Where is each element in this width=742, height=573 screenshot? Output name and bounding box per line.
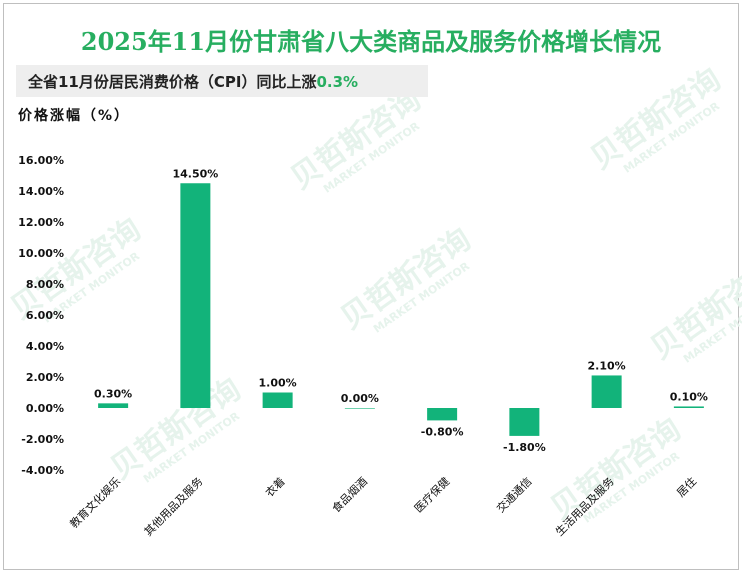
y-tick-label: -4.00%: [21, 464, 64, 477]
y-tick-label: 8.00%: [26, 278, 64, 291]
y-axis-label: 价格涨幅（%）: [18, 108, 131, 124]
subtitle-prefix: 全省11月份居民消费价格（CPI）同比上涨: [28, 73, 317, 91]
data-label: 0.00%: [341, 392, 379, 405]
x-category-label: 居住: [674, 474, 699, 499]
data-label: 14.50%: [172, 167, 218, 180]
y-tick-label: 14.00%: [18, 185, 64, 198]
y-tick-label: 2.00%: [26, 371, 64, 384]
y-tick-label: 16.00%: [18, 154, 64, 167]
bars: [98, 183, 704, 436]
bar: [591, 375, 622, 408]
subtitle-value: 0.3%: [316, 73, 359, 91]
bar: [673, 406, 704, 408]
data-label: 2.10%: [588, 359, 626, 372]
x-category-label: 教育文化娱乐: [67, 474, 124, 531]
data-label: 0.10%: [670, 390, 708, 403]
x-category-label: 交通通信: [493, 474, 534, 515]
bar: [509, 408, 540, 436]
data-label: 1.00%: [259, 377, 297, 390]
x-category-label: 衣着: [262, 474, 287, 499]
bar: [262, 392, 293, 408]
subtitle-box: 全省11月份居民消费价格（CPI）同比上涨0.3%: [16, 65, 428, 97]
subtitle: 全省11月份居民消费价格（CPI）同比上涨0.3%: [28, 71, 358, 92]
x-category-label: 医疗保健: [411, 474, 452, 515]
x-category-label: 其他用品及服务: [142, 475, 206, 539]
bar: [427, 408, 458, 421]
bar: [344, 408, 375, 409]
y-tick-label: 0.00%: [26, 402, 64, 415]
x-category-label: 食品烟酒: [329, 474, 370, 515]
y-tick-label: 4.00%: [26, 340, 64, 353]
data-label: -0.80%: [421, 425, 464, 438]
y-tick-label: 6.00%: [26, 309, 64, 322]
bar: [180, 183, 211, 408]
data-labels: 0.30% 14.50% 1.00% 0.00% -0.80% -1.80% 2.10% 0.…: [94, 167, 708, 454]
y-tick-label: 12.00%: [18, 216, 64, 229]
chart-frame: [3, 3, 739, 570]
data-label: 0.30%: [94, 387, 132, 400]
chart-title: 2025年11月份甘肃省八大类商品及服务价格增长情况: [80, 27, 662, 56]
y-tick-label: 10.00%: [18, 247, 64, 260]
data-label: -1.80%: [503, 441, 546, 454]
y-tick-label: -2.00%: [21, 433, 64, 446]
bar: [98, 403, 129, 408]
y-axis: 16.00% 14.00% 12.00% 10.00% 8.00% 6.00% 4.00% 2…: [18, 154, 64, 477]
